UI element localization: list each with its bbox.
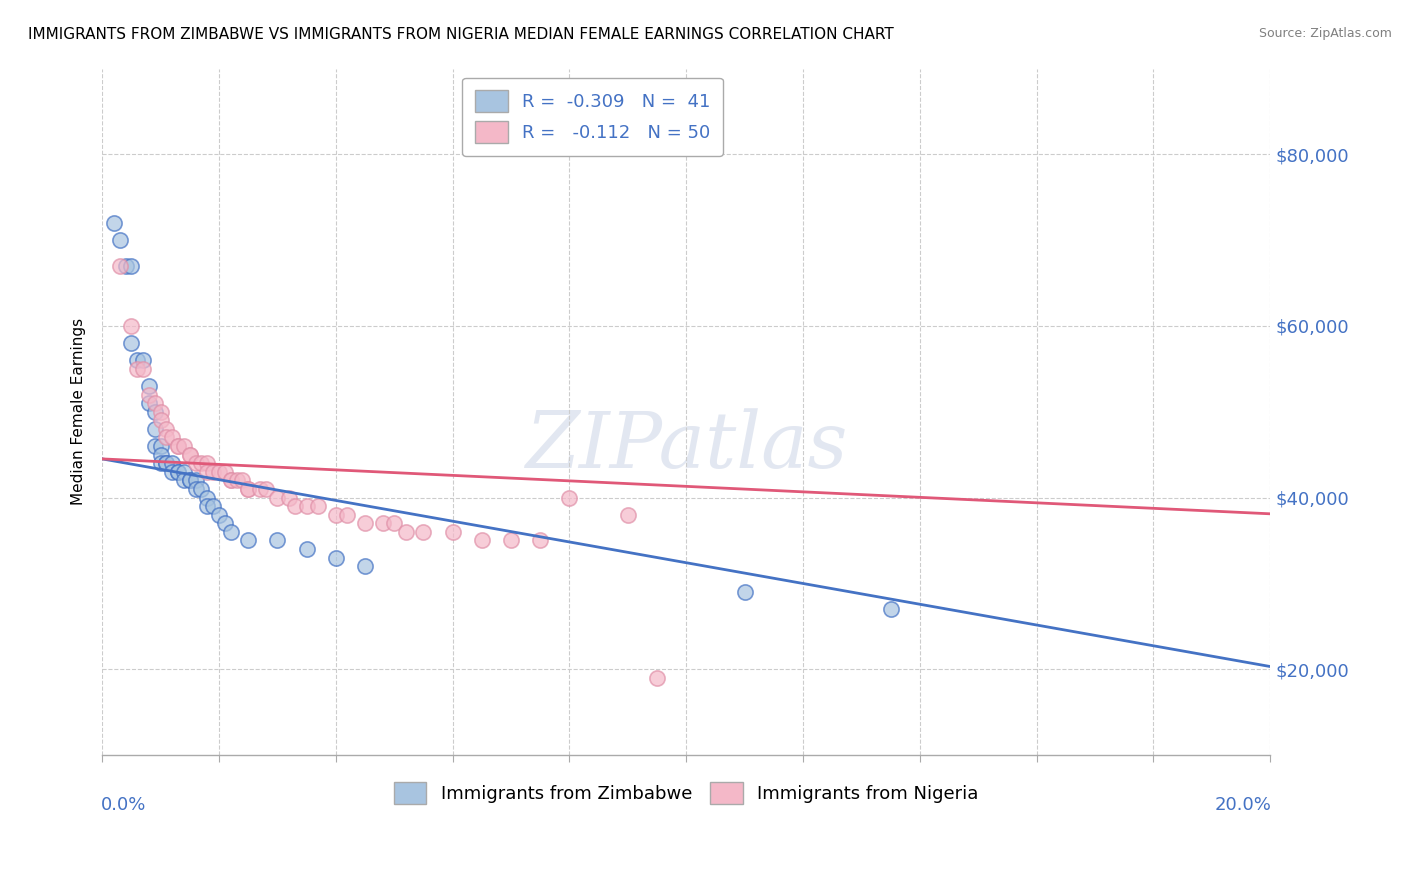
Text: 20.0%: 20.0% [1215, 796, 1271, 814]
Legend: Immigrants from Zimbabwe, Immigrants from Nigeria: Immigrants from Zimbabwe, Immigrants fro… [382, 771, 990, 814]
Point [879, 602, 901, 616]
Point [132, 353, 155, 368]
Point [238, 533, 260, 548]
Point [529, 533, 551, 548]
Point [132, 361, 155, 376]
Point [354, 559, 377, 574]
Point [184, 456, 207, 470]
Point [307, 499, 329, 513]
Point [225, 474, 247, 488]
Point [149, 405, 172, 419]
Point [558, 491, 581, 505]
Point [202, 465, 225, 479]
Point [155, 430, 177, 444]
Y-axis label: Median Female Earnings: Median Female Earnings [72, 318, 86, 505]
Point [195, 499, 218, 513]
Point [254, 482, 277, 496]
Point [179, 448, 201, 462]
Point [231, 474, 253, 488]
Point [127, 353, 149, 368]
Point [127, 361, 149, 376]
Point [278, 491, 301, 505]
Point [149, 448, 172, 462]
Point [382, 516, 405, 531]
Point [138, 387, 160, 401]
Point [499, 533, 522, 548]
Point [114, 259, 136, 273]
Point [190, 456, 212, 470]
Point [167, 465, 190, 479]
Point [155, 456, 177, 470]
Point [103, 216, 125, 230]
Point [173, 474, 195, 488]
Point [295, 541, 318, 556]
Point [138, 379, 160, 393]
Point [162, 465, 184, 479]
Point [184, 482, 207, 496]
Point [167, 439, 190, 453]
Point [412, 524, 434, 539]
Point [208, 465, 231, 479]
Point [284, 499, 307, 513]
Point [266, 491, 288, 505]
Point [238, 482, 260, 496]
Point [184, 474, 207, 488]
Text: ZIPatlas: ZIPatlas [524, 408, 848, 484]
Point [179, 474, 201, 488]
Point [336, 508, 359, 522]
Point [173, 439, 195, 453]
Point [238, 482, 260, 496]
Point [143, 405, 166, 419]
Point [214, 516, 236, 531]
Point [149, 439, 172, 453]
Point [179, 448, 201, 462]
Point [266, 533, 288, 548]
Point [179, 474, 201, 488]
Text: IMMIGRANTS FROM ZIMBABWE VS IMMIGRANTS FROM NIGERIA MEDIAN FEMALE EARNINGS CORRE: IMMIGRANTS FROM ZIMBABWE VS IMMIGRANTS F… [28, 27, 894, 42]
Point [214, 465, 236, 479]
Point [190, 482, 212, 496]
Point [120, 259, 142, 273]
Point [249, 482, 271, 496]
Point [441, 524, 464, 539]
Point [195, 465, 218, 479]
Point [195, 456, 218, 470]
Point [371, 516, 394, 531]
Point [471, 533, 494, 548]
Point [202, 499, 225, 513]
Point [155, 456, 177, 470]
Point [162, 456, 184, 470]
Point [219, 524, 242, 539]
Point [120, 318, 142, 333]
Point [617, 508, 640, 522]
Point [208, 508, 231, 522]
Point [149, 456, 172, 470]
Text: 0.0%: 0.0% [101, 796, 146, 814]
Point [354, 516, 377, 531]
Point [219, 474, 242, 488]
Point [108, 233, 131, 247]
Point [219, 474, 242, 488]
Point [167, 439, 190, 453]
Point [167, 465, 190, 479]
Point [143, 439, 166, 453]
Point [325, 508, 347, 522]
Point [325, 550, 347, 565]
Point [149, 413, 172, 427]
Point [120, 336, 142, 351]
Point [395, 524, 418, 539]
Point [155, 422, 177, 436]
Point [162, 430, 184, 444]
Point [295, 499, 318, 513]
Point [108, 259, 131, 273]
Point [138, 396, 160, 410]
Point [143, 422, 166, 436]
Text: Source: ZipAtlas.com: Source: ZipAtlas.com [1258, 27, 1392, 40]
Point [143, 396, 166, 410]
Point [173, 465, 195, 479]
Point [195, 491, 218, 505]
Point [645, 671, 668, 685]
Point [734, 585, 756, 599]
